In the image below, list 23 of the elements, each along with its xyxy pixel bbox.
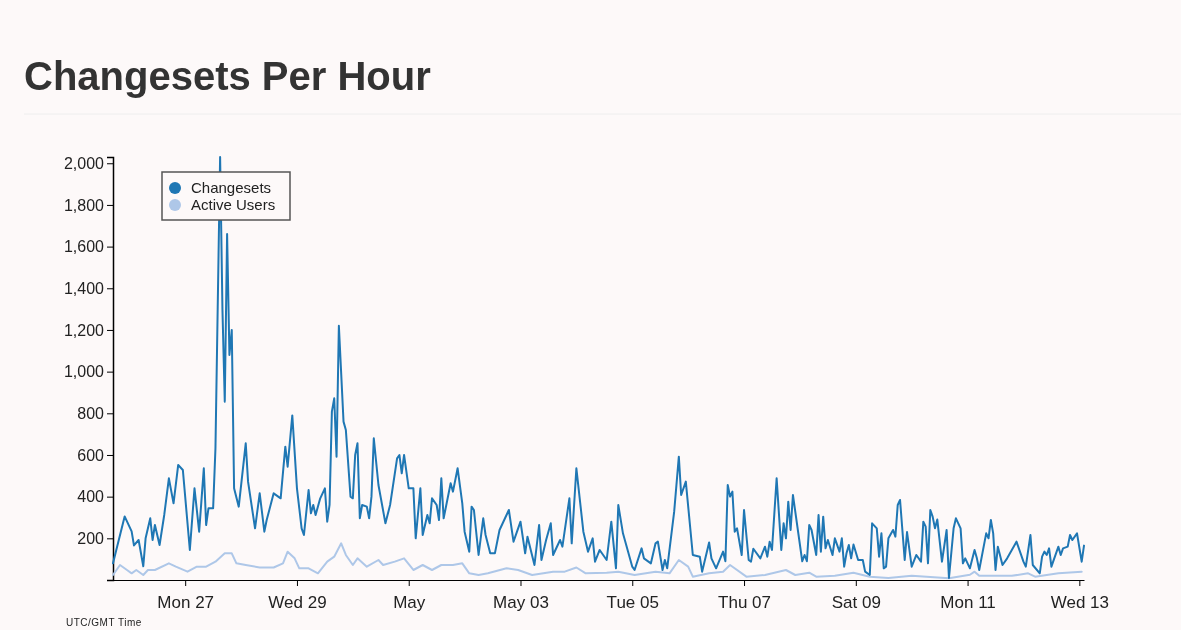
x-tick-label: Tue 05	[606, 592, 659, 612]
legend-label: Changesets	[191, 179, 272, 196]
x-tick-label: Thu 07	[718, 592, 771, 612]
y-tick-label: 1,000	[63, 363, 105, 381]
x-axis-title: UTC/GMT Time	[66, 617, 142, 628]
x-tick-label: Sat 09	[831, 592, 881, 612]
legend-label: Active Users	[191, 196, 276, 213]
y-tick-label: 1,800	[63, 196, 105, 214]
x-tick-label: Mon 11	[940, 592, 996, 612]
x-tick-label: Mon 27	[157, 592, 215, 612]
x-tick-label: May 03	[493, 592, 549, 612]
chart-title: Changesets Per Hour	[24, 54, 431, 98]
y-tick-label: 400	[77, 488, 105, 506]
y-tick-label: 200	[77, 529, 105, 547]
y-tick-label: 2,000	[63, 154, 105, 172]
y-tick-label: 800	[77, 404, 105, 422]
x-tick-label: May	[393, 592, 426, 612]
x-tick-label: Wed 13	[1050, 592, 1109, 612]
y-tick-label: 1,200	[63, 321, 105, 339]
y-tick-label: 600	[77, 446, 105, 464]
x-tick-label: Wed 29	[268, 592, 327, 612]
y-tick-label: 1,600	[63, 238, 105, 256]
y-tick-label: 1,400	[63, 279, 105, 297]
